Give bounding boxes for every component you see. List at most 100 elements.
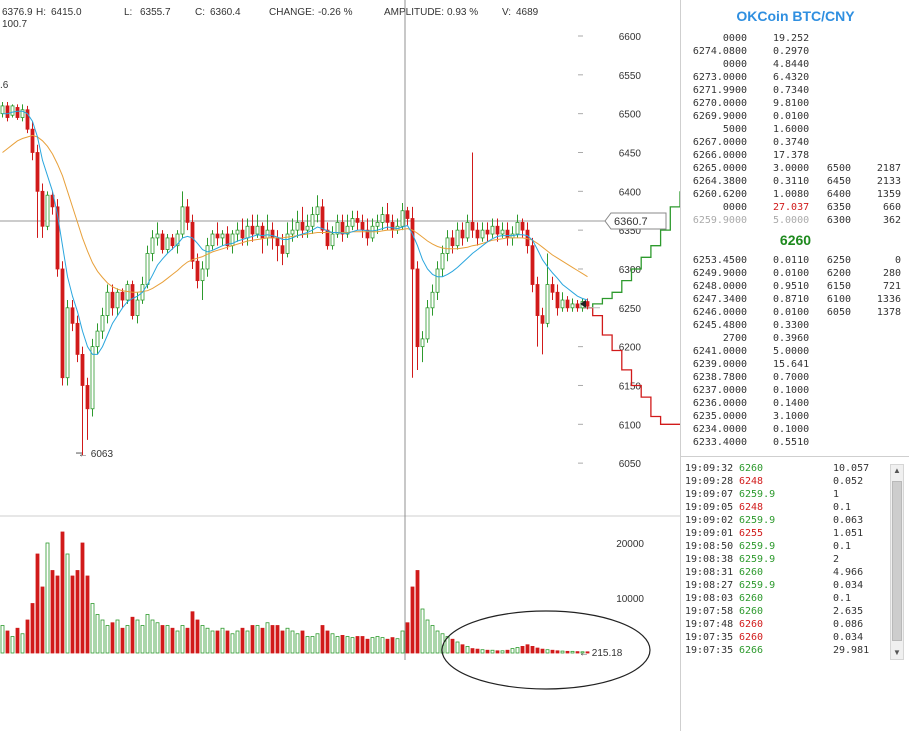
order-row[interactable]: 6266.0000 17.378 <box>685 150 905 163</box>
candle-body <box>95 330 100 348</box>
order-row[interactable]: 6274.0800 0.2970 <box>685 46 905 59</box>
order-row[interactable]: 0000 27.037 6350 660 <box>685 202 905 215</box>
volume-bar <box>50 570 55 654</box>
candle-body <box>430 291 435 309</box>
order-row[interactable]: 6245.4800 0.3300 <box>685 320 905 333</box>
depth-level: 6350 <box>826 202 851 213</box>
trade-row[interactable]: 19:08:27 6259.9 0.034 <box>685 580 885 593</box>
trade-row[interactable]: 19:09:02 6259.9 0.063 <box>685 515 885 528</box>
candle-body <box>290 229 295 235</box>
order-row[interactable]: 6246.0000 0.0100 6050 1378 <box>685 307 905 320</box>
volume-bar <box>55 575 60 654</box>
volume-bar <box>120 627 125 654</box>
candle-body <box>190 221 195 262</box>
trade-row[interactable]: 19:07:58 6260 2.635 <box>685 606 885 619</box>
order-row[interactable]: 6237.0000 0.1000 <box>685 385 905 398</box>
volume-bar <box>165 625 170 654</box>
candle-body <box>435 268 440 293</box>
scroll-down-arrow-icon[interactable]: ▼ <box>893 648 901 657</box>
volume-bar <box>25 619 30 654</box>
order-row[interactable]: 6241.0000 5.0000 <box>685 346 905 359</box>
order-row[interactable]: 6234.0000 0.1000 <box>685 424 905 437</box>
volume-bar <box>250 625 255 654</box>
order-row[interactable]: 6238.7800 0.7000 <box>685 372 905 385</box>
order-row[interactable]: 6253.4500 0.0110 6250 0 <box>685 255 905 268</box>
volume-bar <box>500 650 505 654</box>
trade-row[interactable]: 19:08:03 6260 0.1 <box>685 593 885 606</box>
volume-bar <box>340 635 345 654</box>
trade-row[interactable]: 19:09:28 6248 0.052 <box>685 476 885 489</box>
volume-bar <box>115 619 120 654</box>
trade-amount: 4.966 <box>833 567 864 578</box>
candle-body <box>350 218 355 227</box>
ask-depth-curve <box>583 307 680 425</box>
price-tick-label: 6200 <box>619 343 642 354</box>
price-tick-label: 6250 <box>619 304 642 315</box>
candle-body <box>380 214 385 223</box>
trade-row[interactable]: 19:09:01 6255 1.051 <box>685 528 885 541</box>
trade-row[interactable]: 19:08:38 6259.9 2 <box>685 554 885 567</box>
order-row[interactable]: 6247.3400 0.8710 6100 1336 <box>685 294 905 307</box>
order-row[interactable]: 6259.9000 5.0000 6300 362 <box>685 215 905 228</box>
volume-bar <box>300 630 305 654</box>
trade-row[interactable]: 19:07:35 6266 29.981 <box>685 645 885 658</box>
order-row[interactable]: 6267.0000 0.3740 <box>685 137 905 150</box>
order-row[interactable]: 6235.0000 3.1000 <box>685 411 905 424</box>
scrollbar-thumb[interactable] <box>892 481 902 641</box>
order-row[interactable]: 6269.9000 0.0100 <box>685 111 905 124</box>
stats-text: L: <box>124 7 132 18</box>
candle-body <box>325 229 330 247</box>
order-row[interactable]: 6239.0000 15.641 <box>685 359 905 372</box>
price-chart-area[interactable]: 6376.9 H: 6415.0 L: 6355.7 C: 6360.4 CHANGE: -0.… <box>0 0 680 731</box>
order-amount: 9.8100 <box>773 98 810 109</box>
order-row[interactable]: 6270.0000 9.8100 <box>685 98 905 111</box>
depth-level: 6200 <box>826 268 851 279</box>
volume-bar <box>20 633 25 654</box>
order-row[interactable]: 6264.3800 0.3110 6450 2133 <box>685 176 905 189</box>
order-amount: 0.3960 <box>773 333 810 344</box>
candle-body <box>280 245 285 254</box>
trade-row[interactable]: 19:09:05 6248 0.1 <box>685 502 885 515</box>
order-price: 6274.0800 <box>692 46 747 57</box>
order-price: 6238.7800 <box>692 372 747 383</box>
trade-row[interactable]: 19:07:35 6260 0.034 <box>685 632 885 645</box>
volume-bar <box>175 630 180 654</box>
depth-volume: 1359 <box>876 189 901 200</box>
order-row[interactable]: 6233.4000 0.5510 <box>685 437 905 450</box>
order-row[interactable]: 6265.0000 3.0000 6500 2187 <box>685 163 905 176</box>
volume-bar <box>160 625 165 654</box>
volume-bar <box>575 651 580 654</box>
order-row[interactable]: 6271.9900 0.7340 <box>685 85 905 98</box>
trade-row[interactable]: 19:08:31 6260 4.966 <box>685 567 885 580</box>
trade-price: 6260 <box>739 619 764 630</box>
trade-time: 19:08:50 <box>685 541 734 552</box>
order-amount: 1.6000 <box>773 124 810 135</box>
scroll-up-arrow-icon[interactable]: ▲ <box>893 466 901 475</box>
candle-body <box>150 237 155 254</box>
order-row[interactable]: 2700 0.3960 <box>685 333 905 346</box>
trade-row[interactable]: 19:08:50 6259.9 0.1 <box>685 541 885 554</box>
candle-body <box>0 105 5 115</box>
bid-depth-curve <box>583 191 680 309</box>
volume-bar <box>465 646 470 654</box>
order-amount: 3.0000 <box>773 163 810 174</box>
order-row[interactable]: 6236.0000 0.1400 <box>685 398 905 411</box>
order-row[interactable]: 6260.6200 1.0080 6400 1359 <box>685 189 905 202</box>
trade-history-scrollbar[interactable]: ▲ ▼ <box>890 464 904 660</box>
order-row[interactable]: 5000 1.6000 <box>685 124 905 137</box>
order-row[interactable]: 0000 19.252 <box>685 33 905 46</box>
candlestick-chart[interactable]: 6376.9 H: 6415.0 L: 6355.7 C: 6360.4 CHANGE: -0.… <box>0 0 680 731</box>
candle-body <box>180 206 185 235</box>
order-row[interactable]: 0000 4.8440 <box>685 59 905 72</box>
trade-row[interactable]: 19:07:48 6260 0.086 <box>685 619 885 632</box>
order-amount: 15.641 <box>773 359 810 370</box>
trade-row[interactable]: 19:09:07 6259.9 1 <box>685 489 885 502</box>
order-row[interactable]: 6273.0000 6.4320 <box>685 72 905 85</box>
order-row[interactable]: 6249.9000 0.0100 6200 280 <box>685 268 905 281</box>
candle-body <box>390 221 395 231</box>
trade-row[interactable]: 19:09:32 6260 10.057 <box>685 463 885 476</box>
trade-time: 19:08:31 <box>685 567 734 578</box>
volume-tick-label: 20000 <box>616 539 644 550</box>
candle-body <box>285 233 290 254</box>
order-row[interactable]: 6248.0000 0.9510 6150 721 <box>685 281 905 294</box>
